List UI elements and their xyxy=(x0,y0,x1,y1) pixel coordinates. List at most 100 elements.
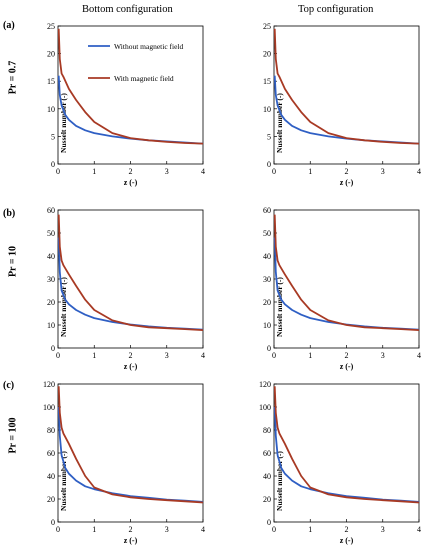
x-tick-label: 1 xyxy=(308,525,312,534)
x-tick-label: 4 xyxy=(201,351,205,360)
row-tag-a: (a) xyxy=(3,20,15,31)
x-tick-label: 3 xyxy=(165,525,169,534)
row-tag-b: (b) xyxy=(3,208,16,219)
y-tick-label: 20 xyxy=(47,495,55,504)
y-tick-label: 100 xyxy=(43,403,55,412)
chart-panel-a-bottom: 0 5 10 15 20 25 0 1 2 3 4 z (-) Nusselt number (-) Wi… xyxy=(47,22,205,187)
pr-label-b: Pr = 10 xyxy=(7,245,19,278)
plot-frame xyxy=(57,209,204,349)
chart-panel-a-top: 0 5 10 15 20 25 0 1 2 3 4 z (-) Nusselt number (-) xyxy=(263,22,421,187)
legend-label: Without magnetic field xyxy=(114,42,184,51)
y-tick-label: 40 xyxy=(47,252,55,261)
x-tick-label: 3 xyxy=(165,351,169,360)
series-line-without-field xyxy=(273,75,420,145)
series-line-without-field xyxy=(57,237,204,331)
y-tick-label: 10 xyxy=(263,321,271,330)
y-tick-label: 80 xyxy=(263,426,271,435)
series-line-with-field xyxy=(57,386,204,504)
y-axis-label: Nusselt number (-) xyxy=(275,451,284,511)
series-line-with-field xyxy=(57,28,204,145)
y-tick-label: 0 xyxy=(51,344,55,353)
x-tick-label: 0 xyxy=(272,525,276,534)
series-line-without-field xyxy=(57,406,204,503)
y-tick-label: 60 xyxy=(263,449,271,458)
y-tick-label: 20 xyxy=(263,50,271,59)
y-tick-label: 20 xyxy=(263,298,271,307)
y-tick-label: 10 xyxy=(47,321,55,330)
x-axis-label: z (-) xyxy=(340,362,354,371)
x-tick-label: 4 xyxy=(417,351,421,360)
y-tick-label: 15 xyxy=(47,77,55,86)
x-tick-label: 4 xyxy=(201,525,205,534)
y-tick-label: 25 xyxy=(263,22,271,31)
y-tick-label: 60 xyxy=(47,206,55,215)
y-tick-label: 60 xyxy=(263,206,271,215)
series-line-with-field xyxy=(57,214,204,331)
x-tick-label: 0 xyxy=(272,167,276,176)
y-tick-label: 50 xyxy=(47,229,55,238)
x-axis-label: z (-) xyxy=(124,178,138,187)
x-tick-label: 2 xyxy=(129,167,133,176)
y-tick-label: 20 xyxy=(263,495,271,504)
y-axis-label: Nusselt number (-) xyxy=(275,277,284,337)
x-tick-label: 3 xyxy=(381,167,385,176)
y-axis-label: Nusselt number (-) xyxy=(59,451,68,511)
y-tick-label: 5 xyxy=(51,132,55,141)
x-tick-label: 2 xyxy=(129,525,133,534)
y-tick-label: 0 xyxy=(51,160,55,169)
x-tick-label: 1 xyxy=(92,525,96,534)
x-tick-label: 3 xyxy=(381,525,385,534)
y-tick-label: 0 xyxy=(267,160,271,169)
pr-label-a: Pr = 0.7 xyxy=(7,60,19,95)
x-axis-label: z (-) xyxy=(340,536,354,545)
chart-panel-c-top: 0 20 40 60 80 100 120 0 1 2 3 4 z (-) Nusselt number … xyxy=(259,380,421,545)
x-tick-label: 2 xyxy=(129,351,133,360)
x-tick-label: 0 xyxy=(272,351,276,360)
y-tick-label: 15 xyxy=(263,77,271,86)
x-tick-label: 4 xyxy=(417,167,421,176)
y-tick-label: 100 xyxy=(259,403,271,412)
chart-panel-b-top: 0 10 20 30 40 50 60 0 1 2 3 4 z (-) Nusselt number (-… xyxy=(263,206,421,371)
x-tick-label: 2 xyxy=(345,351,349,360)
y-tick-label: 40 xyxy=(263,252,271,261)
y-tick-label: 30 xyxy=(263,275,271,284)
x-tick-label: 2 xyxy=(345,167,349,176)
y-tick-label: 0 xyxy=(267,344,271,353)
series-line-with-field xyxy=(273,214,420,331)
x-tick-label: 1 xyxy=(92,167,96,176)
x-tick-label: 3 xyxy=(381,351,385,360)
row-tag-c: (c) xyxy=(3,380,15,391)
x-axis-label: z (-) xyxy=(124,362,138,371)
series-line-with-field xyxy=(273,28,420,145)
x-axis-label: z (-) xyxy=(340,178,354,187)
x-tick-label: 0 xyxy=(56,525,60,534)
y-tick-label: 20 xyxy=(47,50,55,59)
y-tick-label: 10 xyxy=(47,105,55,114)
series-line-without-field xyxy=(57,75,204,145)
x-tick-label: 2 xyxy=(345,525,349,534)
y-tick-label: 25 xyxy=(47,22,55,31)
x-axis-label: z (-) xyxy=(124,536,138,545)
plot-frame xyxy=(273,209,420,349)
y-axis-label: Nusselt number (-) xyxy=(59,277,68,337)
y-tick-label: 0 xyxy=(267,518,271,527)
y-tick-label: 40 xyxy=(263,472,271,481)
x-tick-label: 0 xyxy=(56,351,60,360)
y-tick-label: 120 xyxy=(43,380,55,389)
x-tick-label: 1 xyxy=(92,351,96,360)
x-tick-label: 4 xyxy=(417,525,421,534)
y-tick-label: 30 xyxy=(47,275,55,284)
y-tick-label: 20 xyxy=(47,298,55,307)
x-tick-label: 4 xyxy=(201,167,205,176)
chart-panel-c-bottom: 0 20 40 60 80 100 120 0 1 2 3 4 z (-) Nusselt number … xyxy=(43,380,205,545)
x-tick-label: 1 xyxy=(308,351,312,360)
y-axis-label: Nusselt number (-) xyxy=(59,93,68,153)
y-tick-label: 120 xyxy=(259,380,271,389)
y-tick-label: 40 xyxy=(47,472,55,481)
x-tick-label: 3 xyxy=(165,167,169,176)
series-line-without-field xyxy=(273,237,420,331)
x-tick-label: 1 xyxy=(308,167,312,176)
y-tick-label: 0 xyxy=(51,518,55,527)
y-axis-label: Nusselt number (-) xyxy=(275,93,284,153)
y-tick-label: 5 xyxy=(267,132,271,141)
